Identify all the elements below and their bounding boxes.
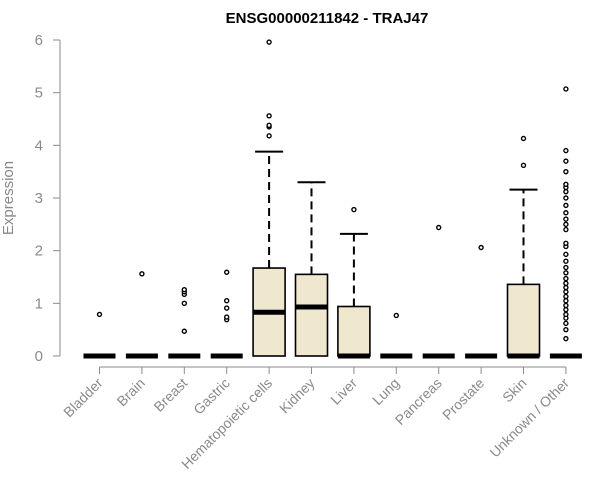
- y-tick-label: 5: [35, 85, 43, 102]
- outlier-point: [563, 216, 569, 222]
- outlier-point: [478, 244, 484, 251]
- x-tick-label: Pancreas: [392, 375, 445, 428]
- outlier-point: [563, 306, 569, 313]
- outlier-point: [351, 206, 357, 213]
- x-tick-label: Brain: [114, 375, 148, 409]
- x-tick-label: Liver: [327, 375, 360, 408]
- y-tick-label: 4: [35, 137, 43, 154]
- box-iqr: [294, 273, 329, 357]
- outlier-point: [563, 147, 569, 154]
- outlier-point: [223, 298, 230, 304]
- outlier-point: [563, 280, 569, 287]
- outlier-point: [563, 210, 569, 216]
- outlier-point: [223, 305, 230, 311]
- outlier-point: [266, 113, 272, 119]
- outlier-point: [266, 39, 272, 45]
- box-group: [337, 206, 371, 359]
- x-tick-label: Prostate: [439, 375, 487, 423]
- outlier-point: [563, 251, 569, 258]
- box-group: [252, 39, 286, 357]
- x-tick-label: Skin: [499, 375, 530, 406]
- y-tick-label: 6: [35, 32, 43, 49]
- outlier-point: [563, 264, 569, 271]
- outlier-point: [563, 289, 569, 295]
- outlier-point: [266, 122, 272, 129]
- outlier-point: [563, 320, 569, 327]
- outlier-point: [181, 300, 188, 307]
- x-tick-label: Unknown / Other: [486, 375, 572, 461]
- box-group: [549, 86, 582, 359]
- outlier-point: [520, 162, 527, 169]
- boxes: [83, 39, 582, 359]
- outlier-point: [520, 135, 527, 142]
- outlier-point: [393, 312, 399, 319]
- outlier-point: [563, 240, 569, 246]
- outlier-point: [96, 311, 103, 318]
- x-tick-label: Bladder: [60, 375, 106, 421]
- outlier-point: [223, 314, 230, 320]
- x-tick-label: Lung: [369, 375, 402, 408]
- x-tick-label: Breast: [150, 375, 190, 415]
- outlier-point: [223, 269, 230, 275]
- box-iqr: [506, 283, 541, 357]
- outlier-point: [563, 284, 569, 291]
- box-group: [380, 312, 413, 359]
- outlier-point: [436, 224, 442, 231]
- outlier-point: [563, 181, 569, 188]
- outlier-point: [563, 311, 569, 318]
- box-group: [506, 135, 541, 359]
- outlier-point: [563, 258, 569, 264]
- outlier-point: [563, 188, 569, 195]
- box-group: [422, 224, 455, 359]
- box-group: [294, 181, 329, 357]
- outlier-point: [563, 221, 569, 228]
- outlier-point: [563, 298, 569, 304]
- y-tick-label: 1: [35, 295, 43, 312]
- box-group: [210, 269, 243, 359]
- box-group: [168, 286, 201, 359]
- box-group: [465, 244, 498, 359]
- outlier-point: [563, 335, 569, 342]
- y-tick-label: 0: [35, 348, 43, 365]
- outlier-point: [266, 133, 272, 139]
- box-iqr: [337, 305, 371, 357]
- box-group: [125, 271, 158, 359]
- outlier-point: [563, 270, 569, 276]
- outlier-point: [563, 195, 569, 201]
- outlier-point: [563, 302, 569, 309]
- y-tick-label: 3: [35, 190, 43, 207]
- outlier-point: [563, 202, 569, 209]
- outlier-point: [563, 326, 569, 333]
- y-axis-label: Expression: [0, 161, 17, 235]
- outlier-point: [563, 226, 569, 233]
- outlier-point: [563, 86, 569, 92]
- box-group: [83, 311, 116, 359]
- outlier-point: [563, 168, 569, 175]
- chart-title: ENSG00000211842 - TRAJ47: [226, 10, 429, 27]
- outlier-point: [563, 158, 569, 164]
- outlier-point: [563, 275, 569, 282]
- outlier-point: [181, 328, 188, 334]
- outlier-point: [563, 293, 569, 300]
- y-tick-label: 2: [35, 243, 43, 260]
- outlier-point: [139, 271, 145, 277]
- y-axis: 0 1 2 3 4 5 6: [35, 32, 61, 365]
- x-tick-label: Kidney: [276, 375, 318, 417]
- outlier-point: [181, 286, 188, 293]
